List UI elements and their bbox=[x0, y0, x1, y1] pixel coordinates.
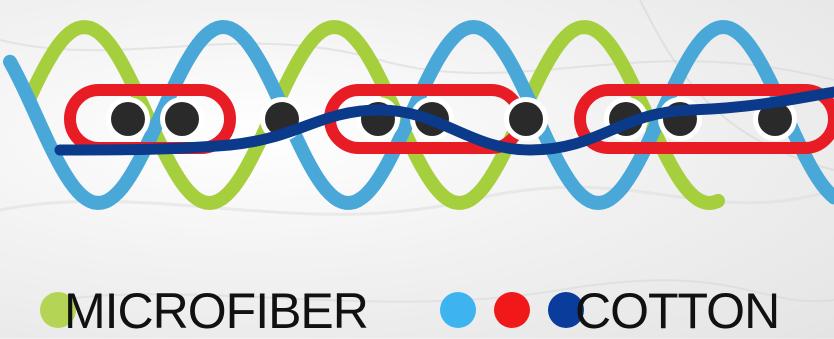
cotton-label: COTTON bbox=[575, 283, 780, 339]
red-chain-link bbox=[574, 84, 834, 154]
fiber-core bbox=[165, 102, 199, 136]
microfiber-label: MICROFIBER bbox=[64, 283, 369, 339]
cotton-dark-blue-dot-icon bbox=[548, 292, 584, 328]
fiber-core bbox=[111, 102, 145, 136]
cotton-light-blue-dot-icon bbox=[440, 292, 476, 328]
fiber-core bbox=[509, 102, 543, 136]
cotton-red-dot-icon bbox=[494, 292, 530, 328]
fiber-core bbox=[758, 102, 792, 136]
legend: MICROFIBER COTTON bbox=[0, 262, 834, 338]
microfiber-dot-icon bbox=[40, 292, 76, 328]
fiber-weave-diagram bbox=[3, 19, 834, 211]
navy-strand bbox=[54, 86, 834, 156]
